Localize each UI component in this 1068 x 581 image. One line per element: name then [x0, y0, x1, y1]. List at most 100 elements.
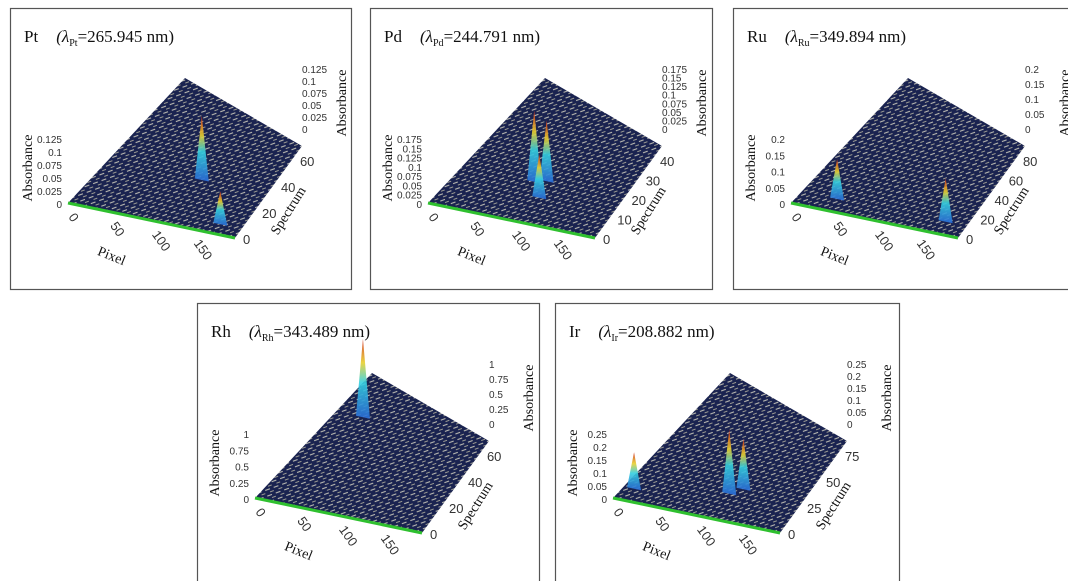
peak: [938, 178, 953, 224]
pixel-axis: [254, 496, 423, 535]
z-tick-label: 0.5: [235, 463, 249, 474]
z-tick-label: 0.2: [593, 443, 607, 454]
z-tick-label-right: 0.05: [847, 408, 867, 419]
z-tick-label: 0.125: [397, 154, 422, 165]
z-tick-label: 0.025: [397, 191, 422, 202]
y-tick-label: 20: [631, 193, 645, 208]
z-tick-label: 0.1: [408, 163, 422, 174]
wavelength: =349.894 nm): [810, 27, 906, 46]
z-tick-label: 0.1: [48, 148, 62, 159]
z-tick-label-right: 0.25: [847, 360, 867, 371]
z-tick-label-right: 0.75: [489, 375, 509, 386]
z-tick-label: 0.75: [230, 446, 250, 457]
wavelength: =265.945 nm): [78, 27, 174, 46]
peak: [736, 438, 751, 491]
panel-title: Ir (λIr=208.882 nm): [569, 322, 715, 344]
z-tick-label: 0: [779, 200, 785, 211]
lambda-subscript: Ru: [798, 38, 810, 49]
y-tick-label: 60: [487, 449, 501, 464]
z-tick-label-right: 0.075: [662, 99, 687, 110]
z-tick-label: 0: [416, 200, 422, 211]
lambda: (λ: [249, 322, 262, 341]
panel-title: Ru (λRu=349.894 nm): [747, 27, 906, 49]
z-axis-label-right: Absorbance: [335, 70, 350, 137]
z-axis-label: Absorbance: [566, 430, 581, 497]
z-tick-label-right: 0.175: [662, 65, 687, 76]
y-tick-label: 0: [788, 527, 795, 542]
z-tick-label-right: 0.025: [662, 116, 687, 127]
lambda-subscript: Ir: [611, 333, 618, 344]
z-tick-label: 0: [243, 495, 249, 506]
lambda: (λ: [420, 27, 433, 46]
y-tick-label: 0: [243, 232, 250, 247]
panel: Pd (λPd=244.791 nm)00.0250.050.0750.10.12…: [369, 7, 714, 291]
lambda: (λ: [598, 322, 611, 341]
z-tick-label: 0.25: [588, 430, 608, 441]
y-tick-label: 0: [603, 232, 610, 247]
y-tick-label: 80: [1023, 154, 1037, 169]
peak: [355, 338, 370, 419]
y-tick-label: 40: [281, 180, 295, 195]
y-tick-label: 0: [966, 232, 973, 247]
peak: [532, 154, 547, 200]
z-tick-label-right: 1: [489, 360, 495, 371]
z-tick-label-right: 0: [1025, 125, 1031, 136]
y-tick-label: 0: [430, 527, 437, 542]
z-tick-label-right: 0.1: [662, 91, 676, 102]
z-tick-label: 0.05: [766, 184, 786, 195]
z-tick-label-right: 0.1: [1025, 95, 1039, 106]
z-tick-label-right: 0.125: [662, 82, 687, 93]
z-tick-label-right: 0.2: [847, 372, 861, 383]
x-tick-label: 50: [107, 219, 128, 239]
panel-title: Pt (λPt=265.945 nm): [24, 27, 174, 49]
z-axis-label-right: Absorbance: [1058, 70, 1068, 137]
z-tick-label: 0: [56, 200, 62, 211]
z-tick-label-right: 0.15: [847, 384, 867, 395]
z-tick-label-right: 0.1: [847, 396, 861, 407]
y-tick-label: 40: [468, 475, 482, 490]
y-tick-label: 30: [646, 173, 660, 188]
panel-title: Pd (λPd=244.791 nm): [384, 27, 540, 49]
z-tick-label-right: 0.05: [1025, 110, 1045, 121]
x-tick-label: 50: [652, 514, 673, 534]
y-tick-label: 25: [807, 501, 821, 516]
peak: [194, 115, 209, 182]
z-tick-label: 0.025: [37, 187, 62, 198]
pixel-axis: [67, 201, 236, 240]
peak: [539, 120, 554, 183]
z-tick-label-right: 0.025: [302, 113, 327, 124]
y-tick-label: 75: [845, 449, 859, 464]
wavelength: =208.882 nm): [618, 322, 714, 341]
element-label: Pt: [24, 27, 38, 46]
z-tick-label-right: 0.075: [302, 89, 327, 100]
pixel-axis: [427, 201, 596, 240]
z-tick-label: 0.05: [43, 174, 63, 185]
z-axis-label: Absorbance: [381, 135, 396, 202]
z-tick-label-right: 0.15: [1025, 80, 1045, 91]
z-axis-label-right: Absorbance: [522, 365, 537, 432]
y-tick-label: 20: [980, 212, 994, 227]
z-tick-label: 0.15: [403, 144, 423, 155]
z-tick-label: 0.15: [766, 151, 786, 162]
z-tick-label: 0.1: [593, 469, 607, 480]
z-axis-label: Absorbance: [21, 135, 36, 202]
lambda-subscript: Pd: [433, 38, 444, 49]
wavelength: =343.489 nm): [274, 322, 370, 341]
z-tick-label: 0.15: [588, 456, 608, 467]
z-tick-label-right: 0.1: [302, 77, 316, 88]
z-tick-label: 0.25: [230, 479, 250, 490]
panel: Ru (λRu=349.894 nm)00.050.10.150.200.050.…: [732, 7, 1068, 291]
x-tick-label: 50: [467, 219, 488, 239]
surface: [791, 78, 1025, 238]
lambda: (λ: [56, 27, 69, 46]
z-tick-label: 0.05: [403, 181, 423, 192]
x-tick-label: 50: [830, 219, 851, 239]
z-tick-label-right: 0.25: [489, 405, 509, 416]
z-tick-label-right: 0: [489, 420, 495, 431]
z-tick-label: 0.1: [771, 168, 785, 179]
element-label: Ru: [747, 27, 767, 46]
y-tick-label: 50: [826, 475, 840, 490]
peak: [627, 452, 642, 491]
z-axis-label-right: Absorbance: [695, 70, 710, 137]
